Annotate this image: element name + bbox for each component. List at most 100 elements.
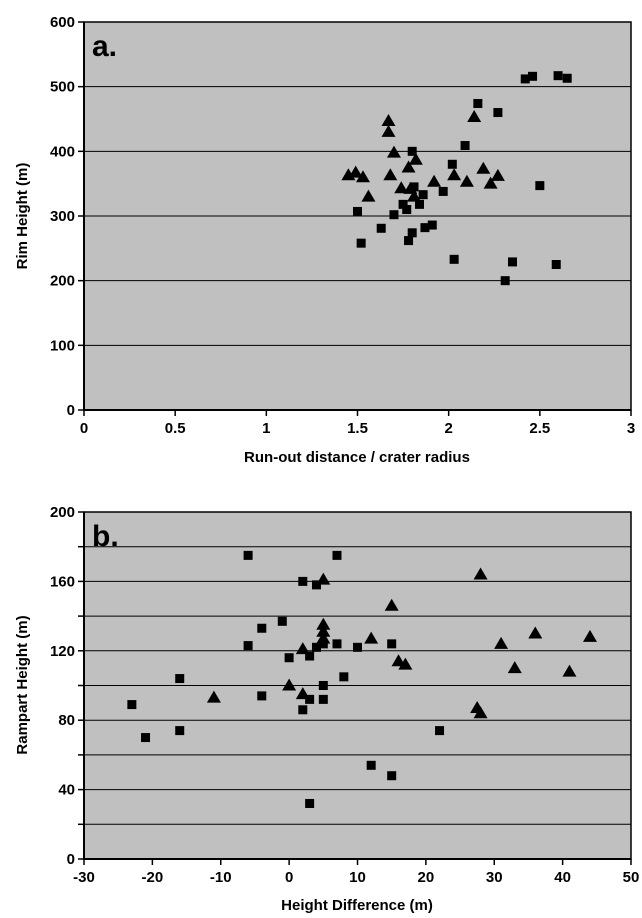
y-tick-label: 80 [58, 712, 75, 729]
y-tick-label: 0 [67, 402, 75, 419]
square-point [535, 181, 545, 191]
x-tick-label: 10 [349, 869, 366, 886]
square-point [318, 639, 328, 649]
triangle-point [364, 631, 379, 644]
x-axis-title-b: Height Difference (m) [281, 897, 433, 914]
square-point [409, 182, 419, 192]
y-tick-label: 600 [50, 14, 75, 31]
square-point [562, 73, 572, 83]
y-tick-label: 160 [50, 573, 75, 590]
x-tick-label: -10 [210, 869, 232, 886]
square-point [376, 223, 386, 233]
panel-a: 0 0.5 1 1.5 2 2.5 3 0 100 200 300 400 500 600 a. Run… [14, 14, 635, 466]
y-axis-title-b: Rampart Height (m) [14, 615, 31, 754]
square-point [305, 798, 315, 808]
x-tick-label: 2.5 [529, 420, 550, 437]
triangle-point [528, 626, 543, 639]
square-point [175, 674, 185, 684]
triangle-point [447, 168, 462, 181]
x-tick-label: 0 [285, 869, 293, 886]
triangle-point [394, 181, 409, 194]
triangle-point [473, 567, 488, 580]
x-tick-label: 0 [80, 420, 88, 437]
triangle-point [383, 168, 398, 181]
y-tick-label: 100 [50, 337, 75, 354]
triangle-point [398, 657, 413, 670]
square-point [427, 220, 437, 230]
y-tick-label: 120 [50, 643, 75, 660]
panel-label-a: a. [92, 30, 117, 63]
square-point [353, 642, 362, 652]
panel-label-b: b. [92, 520, 119, 553]
triangle-point [483, 176, 498, 189]
square-point [418, 190, 428, 200]
square-point [460, 141, 470, 151]
square-point [311, 642, 321, 652]
square-point [305, 651, 315, 661]
triangle-point [408, 152, 423, 165]
x-ticks-b: -30 -20 -10 0 10 20 30 40 50 [73, 859, 639, 886]
square-point [438, 186, 448, 196]
square-point [553, 71, 563, 81]
square-point [473, 98, 483, 108]
square-point [407, 146, 417, 156]
x-tick-label: 0.5 [165, 420, 186, 437]
square-point [402, 205, 412, 215]
data-points-b [127, 550, 597, 808]
y-tick-label: 200 [50, 273, 75, 290]
y-axis-title-a: Rim Height (m) [14, 163, 31, 270]
triangle-point [381, 113, 396, 126]
gridlines-b [84, 546, 631, 825]
y-ticks-a: 0 100 200 300 400 500 600 [50, 14, 84, 419]
square-point [407, 228, 417, 238]
triangle-point [407, 189, 422, 202]
y-tick-label: 40 [58, 782, 75, 799]
x-axis-title-a: Run-out distance / crater radius [244, 449, 470, 466]
square-point [387, 771, 397, 781]
square-point [447, 159, 457, 169]
square-point [298, 705, 308, 715]
triangle-point [316, 572, 331, 585]
square-point [493, 108, 503, 118]
square-point [414, 199, 424, 209]
y-tick-label: 300 [50, 208, 75, 225]
square-point [398, 199, 408, 209]
square-point [277, 616, 287, 626]
x-tick-label: 50 [623, 869, 640, 886]
triangle-point [476, 161, 491, 174]
square-point [298, 576, 308, 586]
x-tick-label: 40 [554, 869, 571, 886]
triangle-point [295, 642, 310, 655]
y-ticks-b: 0 40 80 120 160 200 [50, 504, 84, 868]
triangle-point [384, 598, 399, 611]
square-point [520, 74, 530, 84]
triangle-point [295, 687, 310, 700]
square-point [318, 694, 328, 704]
square-point [387, 639, 397, 649]
triangle-point [490, 168, 505, 181]
square-point [127, 700, 137, 710]
x-tick-label: -30 [73, 869, 95, 886]
x-tick-label: 30 [486, 869, 503, 886]
square-point [257, 623, 267, 633]
square-point [528, 71, 538, 81]
triangle-point [494, 636, 509, 649]
triangle-point [316, 624, 331, 637]
triangle-point [459, 174, 474, 187]
square-point [339, 672, 349, 682]
triangle-point [316, 617, 331, 630]
y-tick-label: 400 [50, 143, 75, 160]
triangle-point [348, 165, 363, 178]
square-point [243, 550, 253, 560]
square-point [435, 726, 445, 736]
triangle-point [562, 664, 577, 677]
x-tick-label: 1 [262, 420, 270, 437]
square-point [141, 733, 151, 743]
square-point [305, 694, 315, 704]
triangle-point [391, 654, 406, 667]
square-point [284, 653, 294, 663]
gridlines-a [84, 86, 631, 346]
triangle-point [467, 110, 482, 123]
x-tick-label: -20 [142, 869, 164, 886]
square-point [332, 639, 342, 649]
